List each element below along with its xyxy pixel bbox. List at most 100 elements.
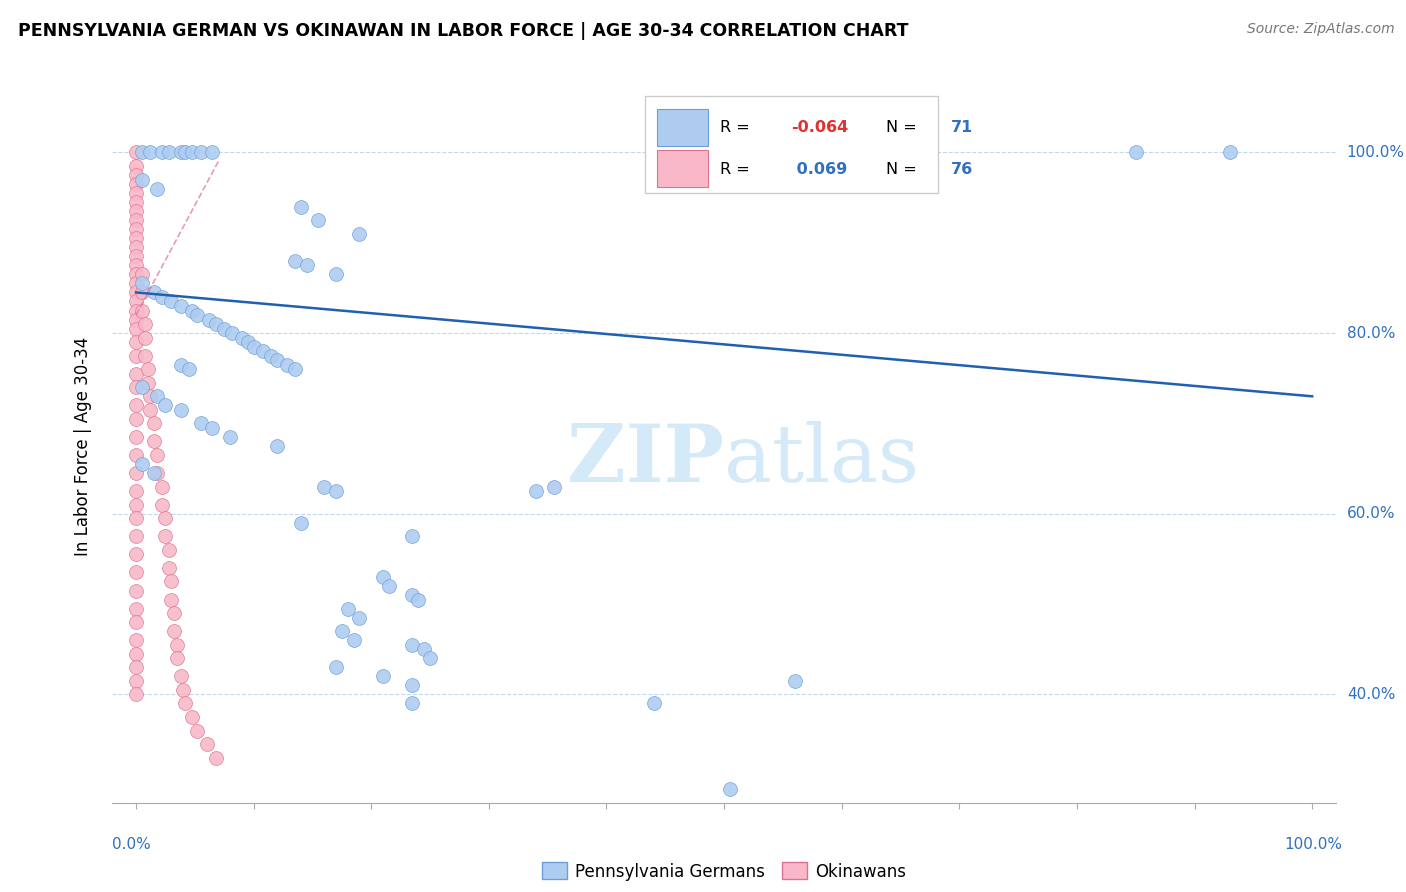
Y-axis label: In Labor Force | Age 30-34: In Labor Force | Age 30-34: [73, 336, 91, 556]
Point: [125, 511, 148, 525]
Point: [125, 583, 148, 598]
Point: [125, 277, 148, 291]
Point: [284, 253, 307, 268]
Point: [242, 340, 264, 354]
Point: [290, 516, 312, 530]
Point: [524, 484, 547, 499]
Point: [131, 303, 153, 318]
Point: [181, 145, 204, 160]
Point: [284, 362, 307, 376]
Point: [166, 638, 188, 652]
Text: -0.064: -0.064: [792, 120, 849, 136]
Point: [125, 321, 148, 335]
Point: [125, 430, 148, 444]
Text: 80.0%: 80.0%: [1347, 326, 1395, 341]
Point: [718, 782, 741, 797]
Text: 100.0%: 100.0%: [1285, 837, 1343, 852]
Point: [307, 213, 329, 227]
Point: [160, 294, 183, 309]
Point: [401, 588, 423, 602]
Point: [125, 380, 148, 394]
Point: [295, 258, 318, 272]
Text: 60.0%: 60.0%: [1347, 507, 1395, 521]
Text: ZIP: ZIP: [567, 421, 724, 500]
Point: [125, 312, 148, 326]
Point: [125, 398, 148, 412]
Point: [125, 466, 148, 480]
Point: [125, 168, 148, 182]
Point: [125, 222, 148, 236]
Text: 0.069: 0.069: [792, 161, 848, 177]
Text: Source: ZipAtlas.com: Source: ZipAtlas.com: [1247, 22, 1395, 37]
Point: [131, 277, 153, 291]
Point: [181, 710, 204, 724]
Point: [195, 737, 218, 751]
Text: 71: 71: [950, 120, 973, 136]
Point: [198, 312, 221, 326]
Point: [174, 145, 197, 160]
Point: [201, 421, 224, 435]
Point: [125, 195, 148, 210]
Text: 76: 76: [950, 161, 973, 177]
Point: [150, 480, 173, 494]
Point: [125, 177, 148, 191]
Point: [205, 317, 228, 331]
Point: [401, 697, 423, 711]
Point: [139, 402, 162, 417]
Point: [125, 484, 148, 499]
Point: [231, 330, 253, 344]
Point: [150, 498, 173, 512]
Point: [401, 638, 423, 652]
Point: [212, 321, 235, 335]
FancyBboxPatch shape: [657, 109, 709, 146]
Point: [266, 353, 288, 368]
Point: [349, 227, 371, 241]
Point: [157, 145, 180, 160]
Point: [349, 610, 371, 624]
Point: [125, 448, 148, 462]
Point: [190, 145, 212, 160]
Point: [125, 268, 148, 282]
Point: [131, 285, 153, 300]
Point: [314, 480, 336, 494]
Point: [125, 615, 148, 629]
Point: [181, 303, 204, 318]
Text: N =: N =: [886, 161, 921, 177]
Point: [170, 358, 193, 372]
Point: [336, 601, 359, 615]
Point: [142, 417, 165, 431]
Point: [125, 660, 148, 674]
Point: [783, 673, 806, 688]
FancyBboxPatch shape: [657, 150, 709, 187]
Point: [371, 669, 394, 683]
Point: [1219, 145, 1241, 160]
Point: [136, 362, 159, 376]
Point: [371, 570, 394, 584]
Text: N =: N =: [886, 120, 921, 136]
Point: [125, 303, 148, 318]
Point: [131, 457, 153, 471]
Point: [134, 317, 156, 331]
Point: [186, 723, 208, 738]
Point: [325, 268, 347, 282]
Legend: Pennsylvania Germans, Okinawans: Pennsylvania Germans, Okinawans: [536, 855, 912, 888]
Point: [125, 204, 148, 219]
Point: [221, 326, 243, 340]
Point: [125, 687, 148, 701]
Point: [125, 548, 148, 562]
Point: [146, 466, 169, 480]
Point: [125, 335, 148, 350]
FancyBboxPatch shape: [644, 96, 938, 193]
Point: [378, 579, 401, 593]
Point: [134, 330, 156, 344]
Text: atlas: atlas: [724, 421, 920, 500]
Point: [125, 294, 148, 309]
Point: [155, 511, 177, 525]
Point: [142, 434, 165, 449]
Point: [131, 380, 153, 394]
Point: [150, 290, 173, 304]
Point: [643, 697, 665, 711]
Point: [139, 145, 162, 160]
Point: [125, 285, 148, 300]
Point: [290, 200, 312, 214]
